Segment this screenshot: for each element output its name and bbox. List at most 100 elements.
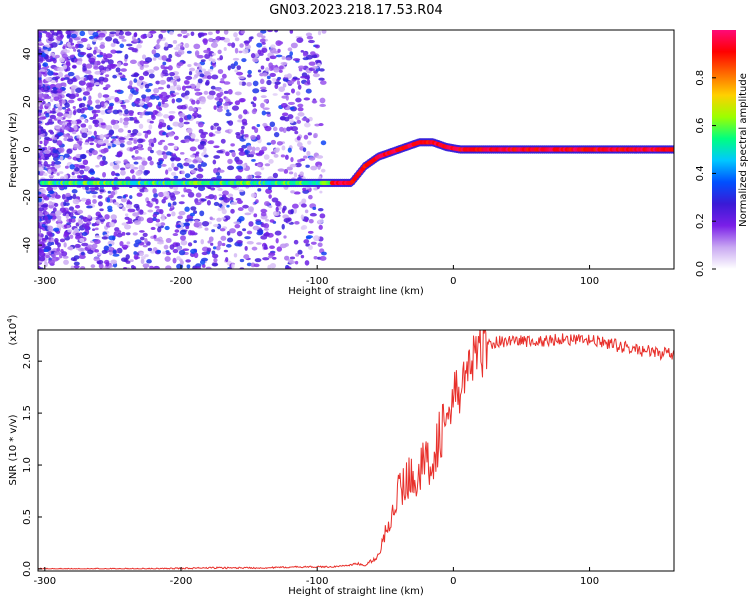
noise-blob: [272, 93, 278, 96]
noise-blob: [80, 127, 88, 133]
noise-blob: [252, 225, 260, 231]
spectrogram-xlabel: Height of straight line (km): [288, 286, 424, 297]
noise-blob: [118, 72, 123, 75]
noise-blob: [138, 75, 145, 81]
noise-blob: [49, 114, 57, 120]
noise-blob: [289, 51, 293, 57]
noise-blob: [67, 71, 75, 77]
noise-blob: [163, 114, 170, 119]
noise-blob: [222, 202, 228, 207]
noise-blob: [279, 65, 284, 70]
noise-blob: [100, 80, 104, 85]
noise-blob: [260, 30, 267, 34]
noise-blob: [96, 259, 104, 265]
noise-blob: [149, 265, 154, 269]
noise-blob: [241, 125, 245, 130]
noise-blob: [186, 114, 192, 120]
noise-blob: [133, 203, 140, 209]
noise-blob: [87, 106, 94, 111]
noise-blob: [82, 175, 89, 180]
noise-blob: [296, 80, 301, 86]
noise-blob: [38, 265, 41, 269]
noise-blob: [286, 73, 292, 79]
noise-blob: [296, 37, 304, 43]
noise-blob: [63, 84, 67, 87]
noise-blob: [38, 160, 42, 165]
noise-blob: [256, 32, 263, 38]
noise-blob: [277, 76, 282, 80]
noise-blob: [117, 89, 121, 93]
noise-blob: [50, 237, 54, 244]
noise-blob: [199, 210, 205, 217]
noise-blob: [92, 228, 96, 231]
noise-blob: [287, 147, 292, 153]
noise-blob: [212, 253, 219, 259]
noise-blob: [158, 38, 162, 42]
spectrogram-xtick-label: 0: [450, 276, 456, 287]
noise-blob: [157, 141, 163, 146]
noise-blob: [119, 139, 125, 144]
noise-blob: [57, 71, 64, 78]
noise-blob: [184, 206, 190, 212]
noise-blob: [54, 240, 59, 245]
noise-blob: [306, 74, 310, 81]
noise-blob: [117, 62, 122, 66]
noise-blob: [208, 236, 214, 242]
noise-blob: [145, 97, 150, 104]
noise-blob: [203, 154, 209, 158]
noise-blob: [199, 141, 206, 145]
noise-blob: [128, 95, 133, 101]
noise-blob: [144, 133, 149, 139]
noise-blob: [66, 34, 71, 39]
noise-blob: [152, 57, 157, 61]
noise-blob: [95, 99, 101, 104]
noise-blob: [166, 213, 171, 217]
noise-blob: [142, 232, 148, 237]
noise-blob: [63, 174, 68, 180]
noise-blob: [87, 55, 91, 59]
noise-blob: [79, 238, 85, 243]
noise-blob: [178, 201, 185, 205]
noise-blob: [218, 193, 223, 197]
noise-blob: [140, 258, 145, 264]
noise-blob: [115, 50, 123, 54]
noise-blob: [303, 239, 310, 244]
noise-blob: [54, 160, 62, 165]
noise-blob: [281, 95, 288, 99]
noise-blob: [102, 171, 107, 178]
noise-blob: [153, 265, 160, 269]
noise-blob: [252, 57, 259, 63]
noise-blob: [80, 251, 85, 256]
noise-blob: [164, 42, 169, 48]
noise-blob: [49, 58, 56, 62]
noise-blob: [92, 119, 100, 125]
noise-blob: [295, 253, 300, 257]
noise-blob: [183, 121, 190, 125]
noise-blob: [259, 78, 265, 85]
noise-blob: [317, 164, 321, 170]
noise-blob: [309, 212, 317, 217]
noise-blob: [305, 235, 313, 239]
noise-blob: [42, 62, 49, 67]
noise-blob: [200, 133, 207, 139]
noise-blob: [185, 259, 191, 263]
noise-blob: [57, 132, 64, 137]
noise-blob: [193, 43, 201, 50]
noise-blob: [44, 215, 49, 220]
noise-blob: [71, 175, 77, 179]
noise-blob: [163, 145, 168, 151]
noise-blob: [306, 35, 314, 40]
noise-blob: [127, 85, 133, 90]
noise-blob: [262, 107, 270, 111]
noise-blob: [215, 245, 221, 251]
noise-blob: [86, 82, 92, 88]
noise-blob: [120, 196, 127, 203]
noise-blob: [211, 262, 219, 267]
noise-blob: [172, 233, 179, 237]
noise-blob: [264, 201, 270, 207]
noise-blob: [69, 30, 74, 34]
noise-blob: [277, 48, 281, 53]
noise-blob: [238, 75, 246, 80]
noise-blob: [125, 204, 132, 209]
